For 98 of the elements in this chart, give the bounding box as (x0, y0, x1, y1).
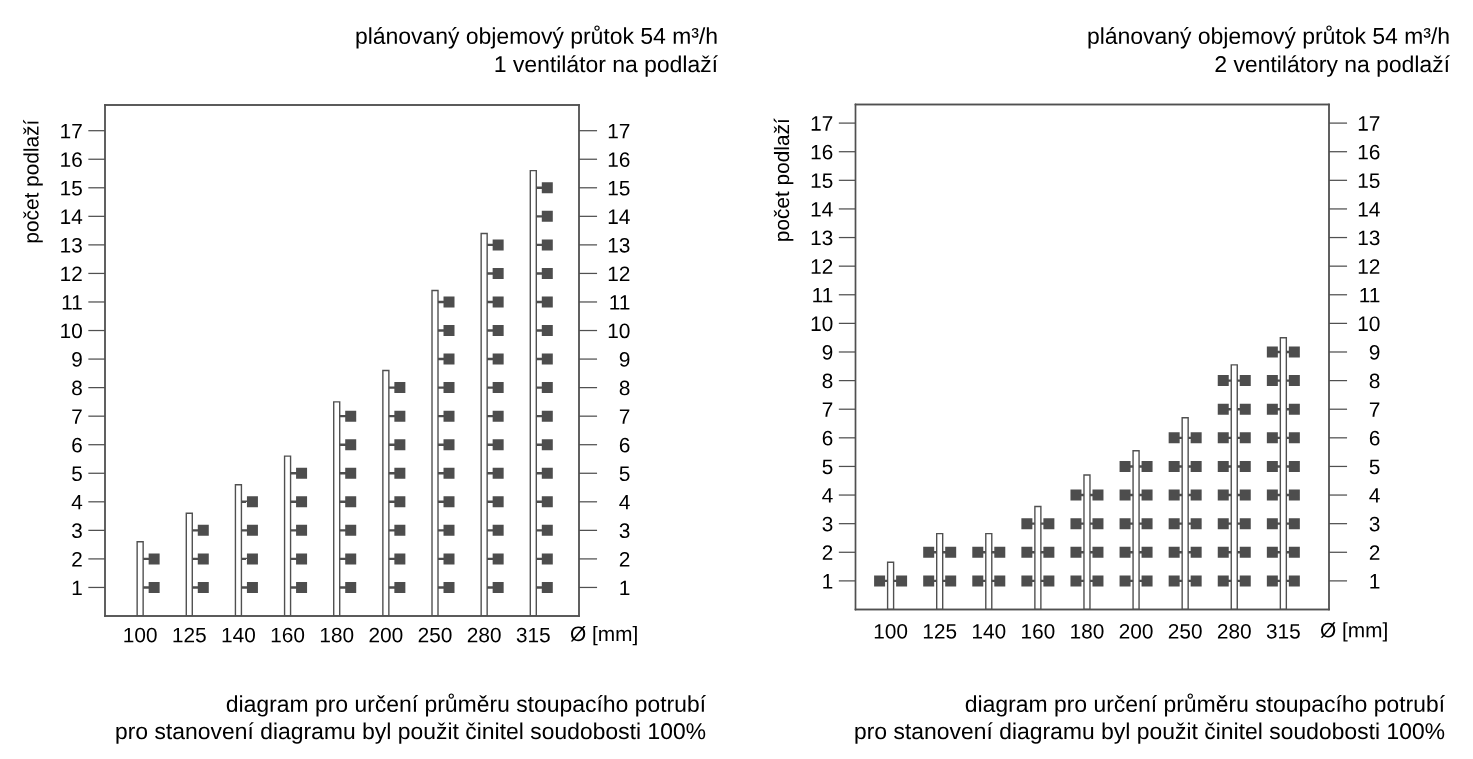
x-tick-label: 100 (874, 623, 908, 639)
y-tick-label: 1 (72, 580, 82, 595)
y-tick-label: 2 (72, 551, 82, 567)
y-tick-label: 5 (72, 466, 82, 482)
y2-tick-label: 15 (1358, 173, 1380, 189)
y2-tick-label: 3 (1369, 516, 1380, 532)
x-tick-label: 125 (923, 623, 957, 639)
y-tick-label: 8 (72, 380, 82, 396)
y-tick-label: 15 (811, 173, 833, 189)
x-tick-label: 160 (271, 627, 305, 643)
x-tick-label: 160 (1022, 623, 1055, 639)
y-tick-label: 17 (811, 116, 833, 131)
y-tick-label: 12 (811, 259, 833, 274)
y2-tick-label: 1 (620, 580, 630, 595)
x-tick-label: 250 (1168, 623, 1202, 639)
y-tick-label: 3 (822, 516, 833, 532)
y2-tick-label: 4 (1369, 488, 1380, 503)
x-tick-label: 200 (369, 627, 403, 643)
y-tick-label: 13 (61, 237, 82, 253)
x-tick-label: 250 (418, 627, 452, 643)
x-tick-label: 180 (1071, 623, 1104, 639)
x-tick-label: 280 (467, 627, 501, 643)
y2-tick-label: 8 (1369, 373, 1380, 389)
y-tick-label: 8 (822, 373, 833, 389)
y-tick-label: 16 (61, 152, 82, 167)
y2-tick-label: 5 (1369, 459, 1380, 475)
y2-tick-label: 12 (1358, 259, 1380, 274)
y-tick-label: 9 (72, 352, 82, 367)
y2-tick-label: 14 (608, 209, 630, 224)
y-tick-label: 9 (822, 344, 833, 360)
y-tick-label: 10 (61, 323, 82, 339)
y-tick-label: 7 (72, 409, 82, 424)
chart-subtitle: 2 ventilátory na podlaží (1215, 55, 1450, 77)
y-tick-label: 6 (72, 437, 82, 453)
y2-tick-label: 17 (1358, 116, 1380, 131)
y2-tick-label: 7 (1369, 402, 1380, 417)
y2-tick-label: 6 (1369, 430, 1380, 446)
y2-tick-label: 4 (619, 495, 630, 510)
y-tick-label: 14 (61, 209, 83, 224)
y-tick-label: 10 (811, 316, 833, 332)
y-tick-label: 3 (71, 523, 82, 539)
x-axis-title: Ø [mm] (570, 625, 637, 646)
y-tick-label: 15 (61, 181, 82, 196)
y2-tick-label: 5 (619, 466, 630, 482)
y-tick-label: 5 (822, 459, 833, 475)
y2-tick-label: 2 (619, 551, 630, 567)
y-tick-label: 4 (822, 488, 833, 503)
y2-tick-label: 9 (619, 352, 630, 367)
y-tick-label: 11 (813, 287, 833, 303)
text: diagram pro určení průměru stoupacího potrubí (965, 693, 1445, 717)
y2-tick-label: 7 (619, 409, 630, 424)
text: pro stanovení diagramu byl použit činitel soudobosti 100% (116, 722, 706, 744)
x-tick-label: 280 (1217, 623, 1251, 639)
y-axis-title: počet podlaží (23, 119, 43, 243)
y2-tick-label: 10 (1358, 316, 1380, 332)
y2-tick-label: 2 (1369, 545, 1380, 560)
y2-tick-label: 17 (608, 123, 630, 139)
chart-title: plánovaný objemový průtok 54 m³/h (1088, 25, 1449, 49)
x-axis-title: Ø [mm] (1320, 622, 1387, 642)
x-tick-label: 100 (124, 627, 157, 643)
y2-tick-label: 16 (1358, 144, 1380, 160)
y-tick-label: 2 (822, 545, 833, 560)
x-tick-label: 315 (516, 627, 550, 643)
y-tick-label: 7 (822, 402, 833, 417)
x-tick-label: 140 (973, 623, 1006, 639)
x-tick-label: 125 (173, 627, 206, 643)
y-tick-label: 4 (71, 495, 83, 510)
x-tick-label: 180 (320, 627, 354, 643)
y2-tick-label: 6 (619, 437, 630, 453)
y2-tick-label: 13 (608, 237, 630, 253)
y-tick-label: 6 (822, 430, 833, 446)
y2-tick-label: 8 (619, 380, 630, 396)
y-tick-label: 1 (823, 574, 833, 589)
y2-tick-label: 13 (1358, 230, 1380, 246)
y2-tick-label: 12 (608, 266, 630, 281)
y2-tick-label: 3 (619, 523, 630, 539)
y-tick-label: 13 (811, 230, 833, 246)
text: diagram pro určení průměru stoupacího potrubí (226, 693, 706, 717)
x-tick-label: 140 (222, 627, 255, 643)
text: pro stanovení diagramu byl použit činitel soudobosti 100% (855, 722, 1445, 744)
y2-tick-label: 11 (610, 295, 630, 310)
y2-tick-label: 9 (1369, 344, 1380, 360)
y-tick-label: 14 (811, 202, 833, 217)
y2-tick-label: 10 (608, 323, 630, 339)
y-axis-title: počet podlaží (773, 118, 794, 241)
x-tick-label: 315 (1266, 623, 1300, 639)
y2-tick-label: 16 (608, 152, 630, 167)
y2-tick-label: 14 (1358, 202, 1380, 217)
x-tick-label: 200 (1119, 623, 1153, 639)
y-tick-label: 11 (62, 295, 82, 310)
chart-title: plánovaný objemový průtok 54 m³/h (356, 25, 717, 49)
y-tick-label: 16 (811, 144, 833, 160)
y2-tick-label: 11 (1360, 287, 1380, 303)
y2-tick-label: 1 (1370, 574, 1380, 589)
chart-subtitle: 1 ventilátor na podlaží (495, 55, 718, 77)
y-tick-label: 17 (61, 123, 82, 139)
y2-tick-label: 15 (608, 181, 630, 196)
y-tick-label: 12 (61, 266, 82, 281)
